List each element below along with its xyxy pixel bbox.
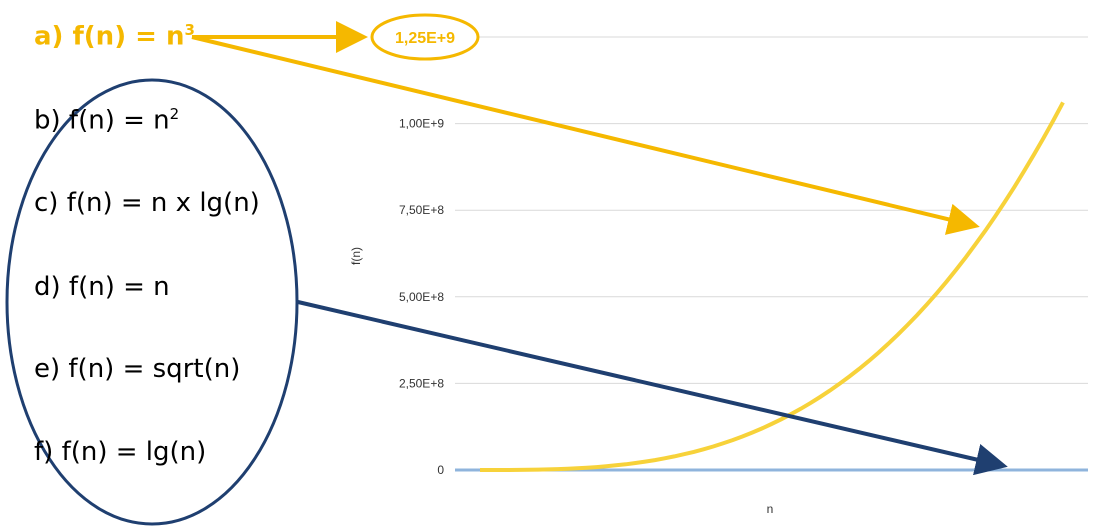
grouping-ellipse <box>5 78 299 526</box>
function-exponent: 3 <box>184 21 195 39</box>
group-arrow <box>297 300 1008 476</box>
function-formula: f(n) = sqrt(n) <box>68 354 241 384</box>
callout-ellipse <box>370 13 480 61</box>
function-prefix: c) <box>34 188 67 218</box>
function-exponent: 2 <box>169 105 180 123</box>
function-prefix: f) <box>34 437 62 467</box>
y-tick-label: 5,00E+8 <box>399 290 444 304</box>
series-lines <box>455 101 1088 472</box>
y-axis-title: f(n) <box>349 247 363 265</box>
function-label: e) f(n) = sqrt(n) <box>34 354 240 384</box>
function-formula: f(n) = n <box>68 272 170 302</box>
function-label: f) f(n) = lg(n) <box>34 437 206 467</box>
x-axis-title: n <box>767 502 774 516</box>
gridlines <box>455 36 1088 471</box>
y-tick-label: 1,00E+9 <box>399 117 444 131</box>
series-line-n3 <box>480 101 1065 472</box>
function-prefix: b) <box>34 105 69 136</box>
y-tick-label: 7,50E+8 <box>399 203 444 217</box>
curve-arrow <box>191 35 980 235</box>
function-label: d) f(n) = n <box>34 272 170 302</box>
function-label: b) f(n) = n2 <box>34 105 179 136</box>
y-axis-ticks: 0 2,50E+8 5,00E+8 7,50E+8 1,00E+9 <box>399 117 444 477</box>
function-prefix: e) <box>34 354 69 384</box>
function-formula: f(n) = lg(n) <box>61 437 207 467</box>
y-tick-label: 2,50E+8 <box>399 376 444 390</box>
function-formula: f(n) = n <box>72 21 185 52</box>
function-label: a) f(n) = n3 <box>34 21 195 52</box>
function-prefix: a) <box>34 21 73 52</box>
function-formula: f(n) = n <box>68 105 170 136</box>
y-tick-label: 0 <box>437 463 444 477</box>
callout-label: 1,25E+9 <box>395 30 455 47</box>
function-formula: f(n) = n x lg(n) <box>66 188 260 218</box>
function-label: c) f(n) = n x lg(n) <box>34 188 260 218</box>
function-prefix: d) <box>34 272 69 302</box>
